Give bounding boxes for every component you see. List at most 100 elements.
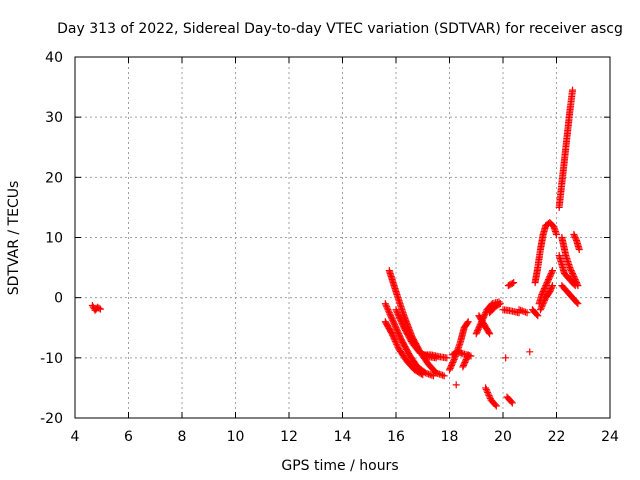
data-point (391, 322, 399, 330)
data-point (491, 401, 499, 409)
data-point (425, 370, 433, 378)
data-point (392, 324, 400, 332)
data-point (461, 358, 469, 366)
data-point (545, 274, 553, 282)
data-point (473, 328, 481, 336)
data-point (574, 300, 582, 308)
data-point (547, 285, 555, 293)
data-point (481, 310, 489, 318)
data-point (523, 309, 531, 317)
data-point (485, 391, 493, 399)
x-tick-label: 14 (334, 429, 352, 445)
data-point (538, 301, 546, 309)
data-point (482, 385, 490, 393)
data-point (389, 333, 397, 341)
data-point (548, 268, 556, 276)
x-tick-label: 6 (124, 429, 133, 445)
data-point (569, 86, 577, 94)
data-point (381, 300, 389, 308)
data-point (393, 307, 401, 315)
data-point (390, 319, 398, 327)
data-point (475, 324, 483, 332)
data-point (390, 334, 398, 342)
data-point (389, 331, 397, 339)
data-point (464, 352, 472, 360)
data-point (482, 384, 490, 392)
data-point (395, 331, 403, 339)
data-point (391, 337, 399, 345)
data-point (96, 305, 104, 313)
data-point (387, 312, 395, 320)
data-point (570, 230, 578, 238)
data-point (541, 283, 549, 291)
data-point (571, 232, 579, 240)
data-point (546, 288, 554, 296)
data-point (540, 285, 548, 293)
data-point (448, 361, 456, 369)
y-tick-label: -20 (40, 411, 63, 427)
data-point (548, 282, 556, 290)
data-point (443, 354, 451, 362)
data-point (463, 319, 471, 327)
data-point (393, 325, 401, 333)
data-point (484, 388, 492, 396)
data-point (383, 304, 391, 312)
x-tick-label: 4 (71, 429, 80, 445)
data-point (540, 297, 548, 305)
data-point (385, 309, 393, 317)
data-point (396, 333, 404, 341)
data-point (389, 318, 397, 326)
data-point (570, 280, 578, 288)
data-point (464, 318, 472, 326)
data-point (572, 235, 580, 243)
data-point (486, 393, 494, 401)
y-tick-label: -10 (40, 351, 63, 367)
data-point (450, 357, 458, 365)
x-tick-label: 10 (227, 429, 245, 445)
data-point (575, 246, 583, 254)
data-point (462, 357, 470, 365)
data-point (448, 360, 456, 368)
x-tick-label: 16 (387, 429, 405, 445)
x-tick-label: 12 (280, 429, 298, 445)
data-point (542, 282, 550, 290)
data-point (434, 369, 442, 377)
data-point (507, 398, 515, 406)
data-point (566, 264, 574, 272)
data-point (447, 363, 455, 371)
data-point (539, 300, 547, 308)
data-point (526, 348, 534, 356)
data-point (515, 306, 523, 314)
data-point (460, 361, 468, 369)
data-point (446, 364, 454, 372)
data-point (95, 304, 103, 312)
data-point (474, 325, 482, 333)
data-point (517, 306, 525, 314)
data-point (540, 286, 548, 294)
data-point (569, 270, 577, 278)
data-point (508, 279, 516, 287)
data-point (429, 372, 437, 380)
data-point (538, 303, 546, 311)
x-tick-label: 20 (494, 429, 512, 445)
data-point (426, 371, 434, 379)
data-point (546, 271, 554, 279)
y-tick-label: 30 (45, 110, 63, 126)
data-point (459, 363, 467, 371)
data-point (397, 318, 405, 326)
data-point (520, 308, 528, 316)
data-point (387, 313, 395, 321)
data-point (534, 312, 542, 320)
data-point (462, 355, 470, 363)
data-point (396, 315, 404, 323)
grid-lines (75, 57, 610, 418)
data-point (382, 301, 390, 309)
data-point (546, 273, 554, 281)
data-point (388, 330, 396, 338)
data-point (543, 279, 551, 287)
data-point (542, 280, 550, 288)
y-tick-label: 10 (45, 231, 63, 247)
data-point (450, 355, 458, 363)
data-point (483, 387, 491, 395)
